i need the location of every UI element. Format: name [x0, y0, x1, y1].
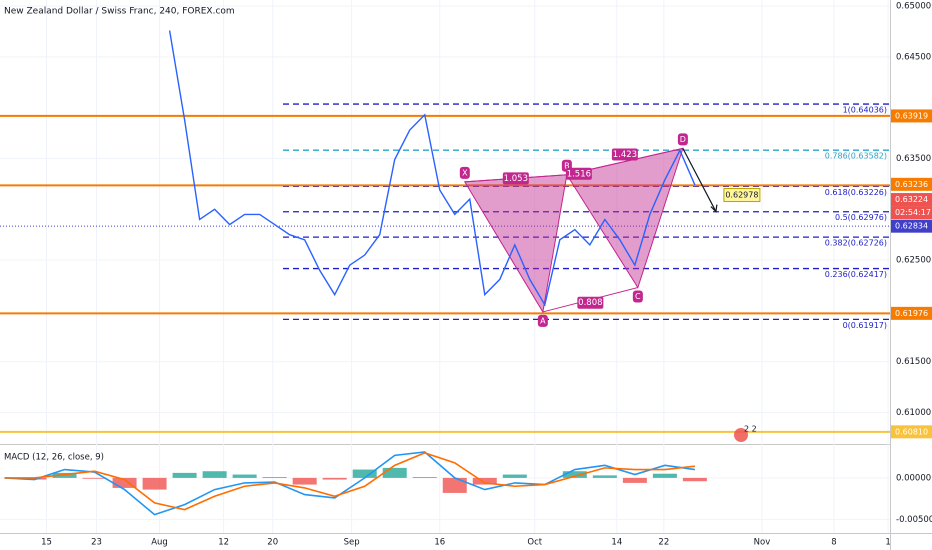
x-tick-label: 20	[267, 538, 278, 548]
level-price-label: 0.61976	[895, 309, 928, 318]
y-tick-label: -0.00500	[896, 515, 932, 525]
macd-histogram-bar	[442, 477, 467, 493]
macd-histogram-bar	[682, 477, 707, 482]
countdown-label-box	[891, 206, 932, 220]
level-price-label: 0.62834	[895, 222, 928, 231]
macd-histogram-bar	[592, 475, 617, 478]
countdown-label: 02:54:17	[895, 208, 931, 217]
y-tick-label: 0.61500	[896, 357, 931, 367]
y-tick-label: 0.63500	[896, 154, 931, 164]
pattern-point-badge	[677, 133, 688, 146]
x-tick-label: 22	[658, 538, 669, 548]
pattern-point-label: A	[540, 316, 546, 325]
x-tick-label: 8	[831, 538, 836, 548]
signal-line	[4, 451, 695, 511]
macd-histogram-bar	[112, 477, 137, 488]
x-tick-label: 14	[611, 538, 622, 548]
fib-label: 0.5(0.62976)	[835, 213, 887, 222]
level-price-label-box	[891, 109, 932, 123]
macd-histogram-bar	[52, 472, 77, 478]
macd-histogram-bar	[202, 471, 227, 478]
level-price-label-box	[891, 425, 932, 439]
macd-histogram-bar	[142, 477, 167, 490]
macd-histogram-bar	[262, 477, 287, 478]
pattern-point-badge	[537, 314, 548, 327]
event-badge-label: 2 2	[744, 425, 757, 434]
level-price-label-box	[891, 177, 932, 191]
x-tick-label: 1	[885, 538, 890, 548]
ratio-badge	[611, 148, 638, 161]
x-tick-label: Oct	[527, 538, 542, 548]
x-tick-label: Nov	[754, 538, 771, 548]
level-price-label: 0.63236	[895, 180, 928, 189]
fib-label: 0(0.61917)	[843, 321, 887, 330]
pattern-point-label: X	[462, 168, 468, 177]
level-price-label-box	[891, 306, 932, 320]
y-tick-label: 0.62500	[896, 256, 931, 266]
x-tick-label: 12	[218, 538, 229, 548]
macd-histogram-bar	[292, 477, 317, 485]
fib-label: 1(0.64036)	[843, 106, 887, 115]
y-tick-label: 0.00000	[896, 473, 931, 483]
ratio-label: 1.053	[504, 174, 528, 184]
macd-histogram-bar	[412, 477, 437, 478]
price-line	[168, 30, 696, 307]
pattern-point-label: C	[635, 292, 641, 301]
macd-histogram-bar	[232, 474, 257, 478]
macd-label: MACD (12, 26, close, 9)	[4, 453, 104, 463]
macd-histogram-bar	[382, 467, 407, 478]
ratio-badge	[565, 167, 592, 180]
ratio-label: 0.808	[578, 298, 602, 308]
pattern-point-badge	[459, 166, 470, 179]
current-price-label: 0.63224	[895, 195, 928, 204]
y-tick-label: 0.61000	[896, 408, 931, 418]
ratio-badge	[577, 296, 604, 309]
macd-histogram-bar	[472, 477, 497, 485]
pattern-point-badge	[632, 290, 643, 303]
x-tick-label: Sep	[344, 538, 360, 548]
pattern-point-label: B	[564, 161, 570, 170]
ratio-label: 1.516	[567, 169, 591, 179]
fib-label: 0.236(0.62417)	[825, 270, 887, 279]
macd-histogram-bar	[352, 469, 377, 478]
x-tick-label: Aug	[151, 538, 168, 548]
macd-histogram-bar	[562, 471, 587, 478]
fib-label: 0.382(0.62726)	[825, 239, 887, 248]
fib-label: 0.618(0.63226)	[825, 188, 887, 197]
ratio-label: 1.423	[613, 150, 637, 160]
macd-histogram-bar	[652, 473, 677, 478]
y-tick-label: 0.65000	[896, 2, 931, 12]
level-price-label: 0.60810	[895, 427, 928, 436]
ratio-badge	[502, 172, 529, 185]
macd-histogram-bar	[82, 477, 107, 479]
x-tick-label: 16	[434, 538, 445, 548]
fib-label: 0.786(0.63582)	[825, 152, 887, 161]
macd-line	[4, 451, 696, 516]
target-arrow-head	[710, 204, 718, 213]
chart-title: New Zealand Dollar / Swiss Franc, 240, F…	[4, 7, 235, 17]
macd-histogram-bar	[172, 472, 197, 478]
macd-histogram-bar	[622, 477, 647, 483]
target-arrow	[682, 148, 717, 212]
event-badge	[734, 428, 748, 442]
current-price-label-box	[891, 193, 932, 207]
x-tick-label: 23	[91, 538, 102, 548]
macd-histogram-bar	[322, 477, 347, 480]
target-label: 0.62978	[725, 191, 758, 200]
y-tick-label: 0.64500	[896, 52, 931, 62]
x-tick-label: 15	[41, 538, 52, 548]
pattern-point-label: D	[680, 135, 686, 144]
level-price-label: 0.63919	[895, 111, 928, 120]
target-callout	[723, 188, 761, 203]
macd-histogram-bar	[502, 474, 527, 478]
level-price-label-box	[891, 219, 932, 233]
